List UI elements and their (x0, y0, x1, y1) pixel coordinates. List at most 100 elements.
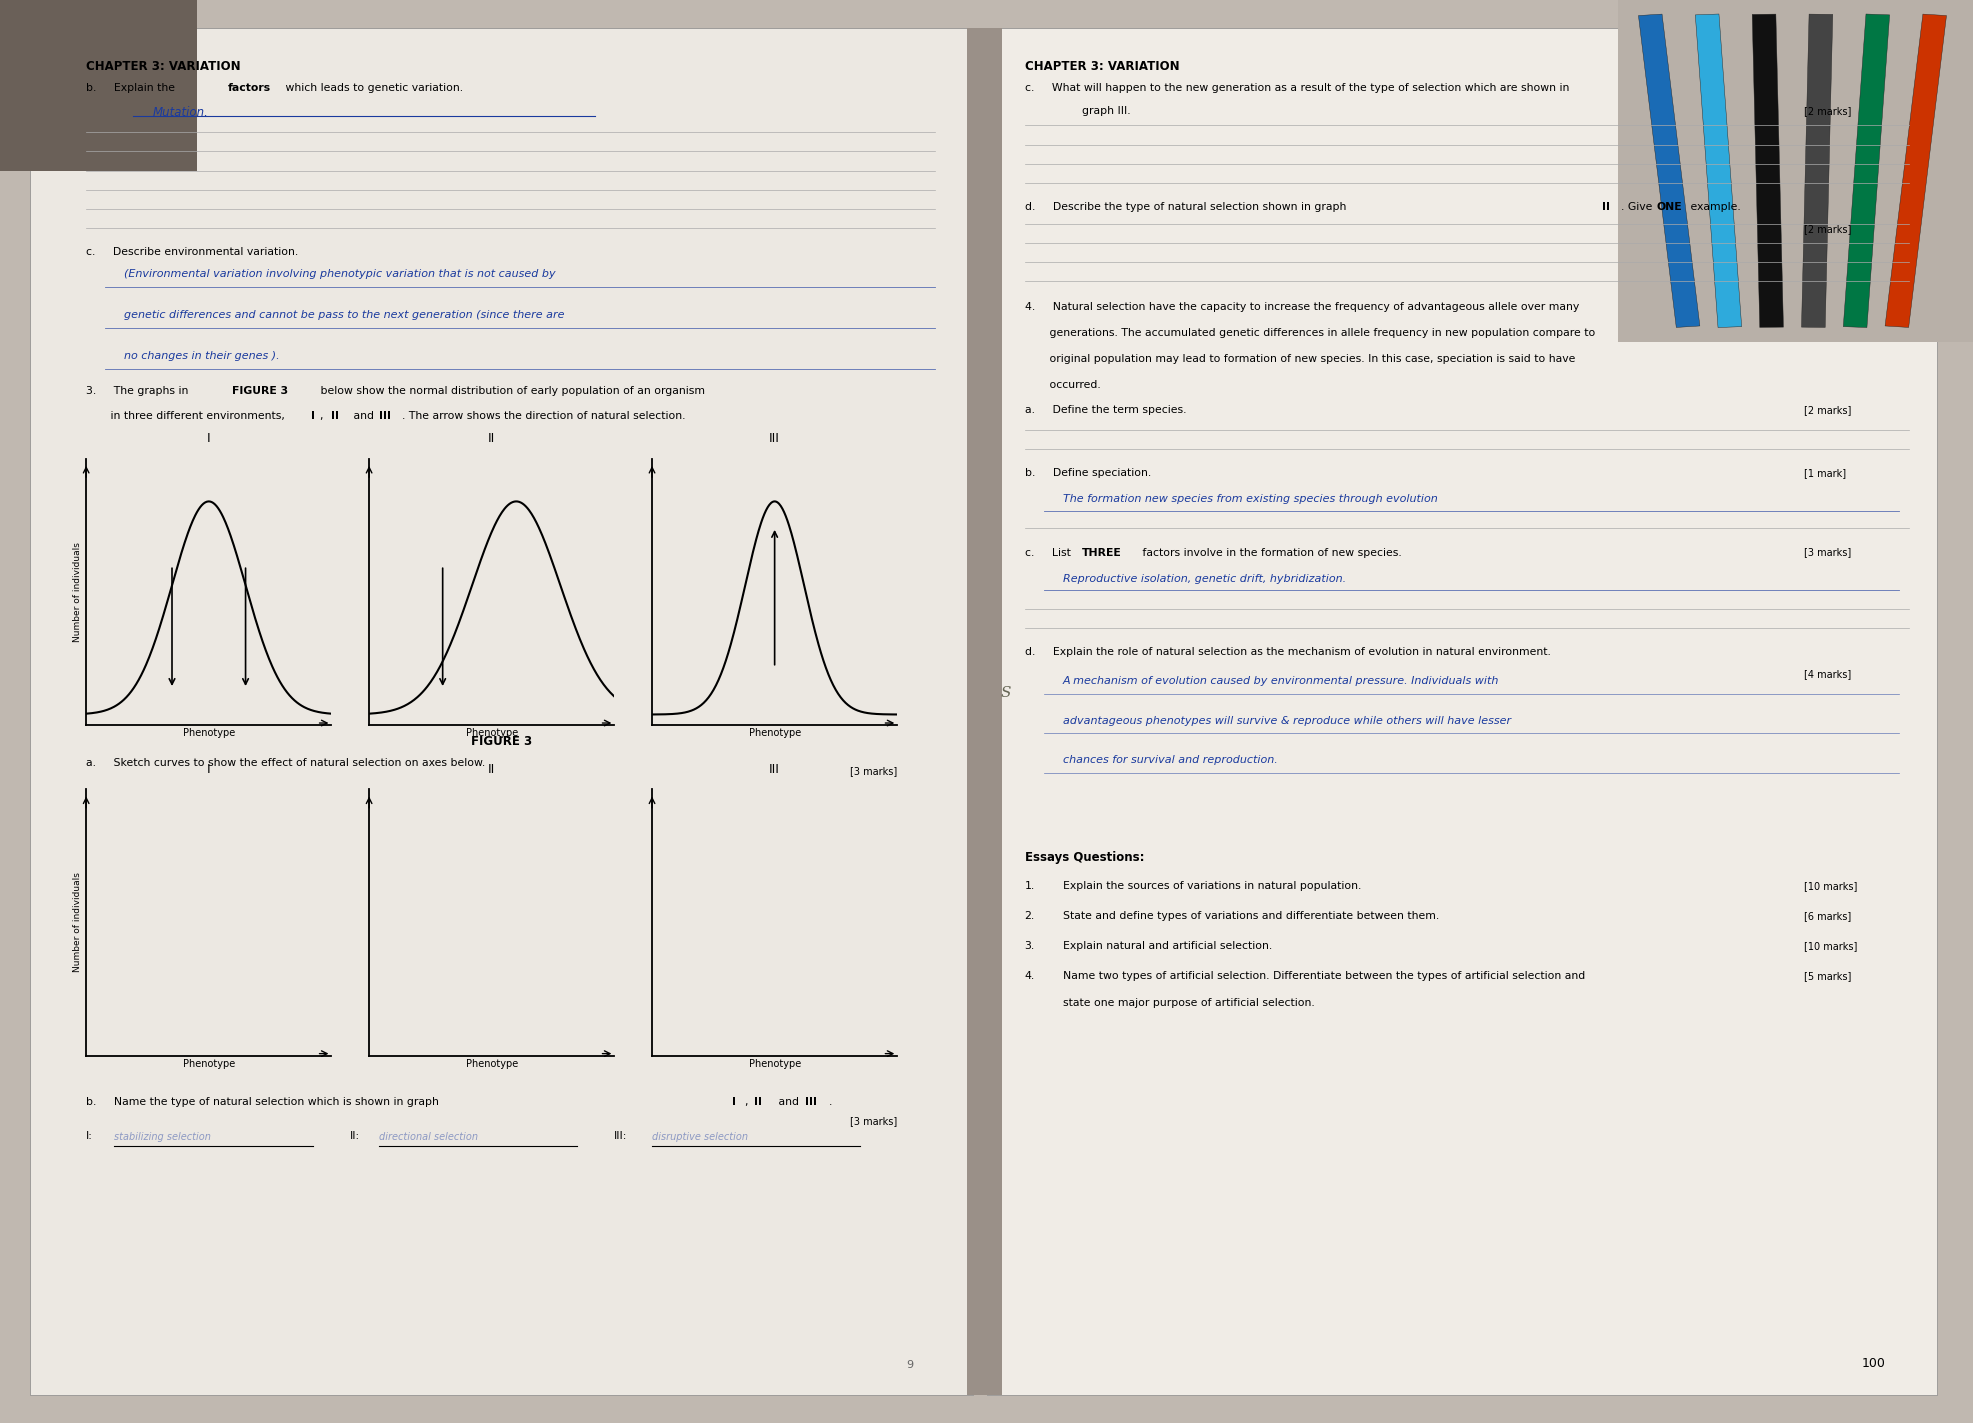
Bar (1843, 14, 1890, 327)
Text: a.     Define the term species.: a. Define the term species. (1024, 406, 1186, 416)
Text: [3 marks]: [3 marks] (850, 1116, 898, 1126)
Text: example.: example. (1687, 202, 1740, 212)
Text: b.     Name the type of natural selection which is shown in graph: b. Name the type of natural selection wh… (87, 1097, 442, 1107)
Bar (1801, 14, 1833, 327)
Bar (0, 0, 197, 171)
X-axis label: Phenotype: Phenotype (748, 729, 801, 739)
Text: Essays Questions:: Essays Questions: (1024, 851, 1144, 864)
Text: ,: , (320, 411, 328, 421)
Text: c.     What will happen to the new generation as a result of the type of selecti: c. What will happen to the new generatio… (1024, 83, 1569, 92)
Text: a.     Sketch curves to show the effect of natural selection on axes below.: a. Sketch curves to show the effect of n… (87, 758, 485, 768)
Text: CHAPTER 3: VARIATION: CHAPTER 3: VARIATION (87, 60, 241, 73)
Text: occurred.: occurred. (1024, 380, 1101, 390)
X-axis label: Phenotype: Phenotype (466, 1059, 517, 1069)
Text: III: III (769, 763, 779, 776)
Text: 4.     Natural selection have the capacity to increase the frequency of advantag: 4. Natural selection have the capacity t… (1024, 302, 1578, 312)
Text: and: and (775, 1097, 799, 1107)
Text: [4 marks]: [4 marks] (1805, 669, 1851, 679)
Text: state one major purpose of artificial selection.: state one major purpose of artificial se… (1063, 999, 1314, 1009)
Text: ,: , (744, 1097, 748, 1107)
Text: 100: 100 (1861, 1358, 1886, 1370)
Text: III: III (805, 1097, 817, 1107)
Text: stabilizing selection: stabilizing selection (114, 1133, 211, 1143)
Text: b.     Define speciation.: b. Define speciation. (1024, 468, 1150, 478)
Text: original population may lead to formation of new species. In this case, speciati: original population may lead to formatio… (1024, 353, 1574, 364)
Text: [5 marks]: [5 marks] (1805, 970, 1853, 980)
Text: generations. The accumulated genetic differences in allele frequency in new popu: generations. The accumulated genetic dif… (1024, 327, 1594, 337)
Text: II: II (487, 763, 495, 776)
FancyBboxPatch shape (986, 28, 1937, 1395)
Bar (1695, 14, 1742, 327)
Text: I: I (207, 433, 211, 445)
Text: [3 marks]: [3 marks] (850, 766, 898, 776)
X-axis label: Phenotype: Phenotype (466, 729, 517, 739)
Text: [10 marks]: [10 marks] (1805, 881, 1859, 891)
Text: d.     Describe the type of natural selection shown in graph: d. Describe the type of natural selectio… (1024, 202, 1350, 212)
Text: [6 marks]: [6 marks] (1805, 911, 1851, 921)
Text: THREE: THREE (1081, 548, 1121, 558)
Text: ONE: ONE (1657, 202, 1683, 212)
Text: c.     List: c. List (1024, 548, 1073, 558)
Text: II: II (1602, 202, 1610, 212)
Text: (Environmental variation involving phenotypic variation that is not caused by: (Environmental variation involving pheno… (124, 269, 556, 279)
Bar (1752, 14, 1784, 327)
Text: III: III (379, 411, 391, 421)
Text: II: II (331, 411, 339, 421)
Text: S: S (1000, 686, 1012, 700)
Bar (1618, 0, 1973, 342)
X-axis label: Phenotype: Phenotype (748, 1059, 801, 1069)
Text: and: and (351, 411, 377, 421)
Text: Explain natural and artificial selection.: Explain natural and artificial selection… (1063, 941, 1273, 951)
Text: 9: 9 (908, 1360, 913, 1370)
Text: [2 marks]: [2 marks] (1805, 107, 1853, 117)
Text: 2.: 2. (1024, 911, 1034, 921)
Text: . Give: . Give (1620, 202, 1655, 212)
Text: advantageous phenotypes will survive & reproduce while others will have lesser: advantageous phenotypes will survive & r… (1063, 716, 1511, 726)
Text: [10 marks]: [10 marks] (1805, 941, 1859, 951)
Text: graph III.: graph III. (1081, 107, 1131, 117)
Text: 3.: 3. (1024, 941, 1034, 951)
Text: [3 marks]: [3 marks] (1805, 548, 1851, 558)
Text: II:: II: (351, 1131, 361, 1141)
Text: b.     Explain the: b. Explain the (87, 83, 180, 92)
Bar (967, 28, 1002, 1395)
Text: disruptive selection: disruptive selection (651, 1133, 748, 1143)
Text: 3.     The graphs in: 3. The graphs in (87, 387, 191, 397)
Text: 4.: 4. (1024, 970, 1034, 980)
FancyBboxPatch shape (30, 28, 973, 1395)
Text: I: I (207, 763, 211, 776)
Text: below show the normal distribution of early population of an organism: below show the normal distribution of ea… (318, 387, 704, 397)
Text: [2 marks]: [2 marks] (1805, 406, 1853, 416)
Bar (1884, 14, 1947, 327)
Text: CHAPTER 3: VARIATION: CHAPTER 3: VARIATION (1024, 60, 1180, 73)
Text: directional selection: directional selection (379, 1133, 477, 1143)
Text: c.     Describe environmental variation.: c. Describe environmental variation. (87, 248, 298, 258)
Y-axis label: Number of individuals: Number of individuals (73, 872, 83, 972)
Text: . The arrow shows the direction of natural selection.: . The arrow shows the direction of natur… (402, 411, 685, 421)
Text: factors involve in the formation of new species.: factors involve in the formation of new … (1138, 548, 1401, 558)
Text: factors: factors (227, 83, 270, 92)
Text: FIGURE 3: FIGURE 3 (472, 734, 531, 747)
Text: II: II (754, 1097, 762, 1107)
Text: Name two types of artificial selection. Differentiate between the types of artif: Name two types of artificial selection. … (1063, 970, 1584, 980)
Text: d.     Explain the role of natural selection as the mechanism of evolution in na: d. Explain the role of natural selection… (1024, 647, 1551, 657)
Text: FIGURE 3: FIGURE 3 (233, 387, 288, 397)
Text: chances for survival and reproduction.: chances for survival and reproduction. (1063, 756, 1277, 766)
Text: I: I (732, 1097, 736, 1107)
X-axis label: Phenotype: Phenotype (183, 1059, 235, 1069)
Text: III: III (769, 433, 779, 445)
Bar (1638, 14, 1701, 327)
Text: The formation new species from existing species through evolution: The formation new species from existing … (1063, 494, 1436, 504)
Text: .: . (829, 1097, 833, 1107)
Text: [2 marks]: [2 marks] (1805, 223, 1853, 233)
Text: I: I (310, 411, 314, 421)
Text: which leads to genetic variation.: which leads to genetic variation. (282, 83, 464, 92)
Text: II: II (487, 433, 495, 445)
Text: Explain the sources of variations in natural population.: Explain the sources of variations in nat… (1063, 881, 1361, 891)
Text: I:: I: (87, 1131, 93, 1141)
Y-axis label: Number of individuals: Number of individuals (73, 542, 83, 642)
Text: Mutation.: Mutation. (152, 107, 207, 120)
Text: no changes in their genes ).: no changes in their genes ). (124, 351, 280, 361)
X-axis label: Phenotype: Phenotype (183, 729, 235, 739)
Text: Reproductive isolation, genetic drift, hybridization.: Reproductive isolation, genetic drift, h… (1063, 573, 1346, 583)
